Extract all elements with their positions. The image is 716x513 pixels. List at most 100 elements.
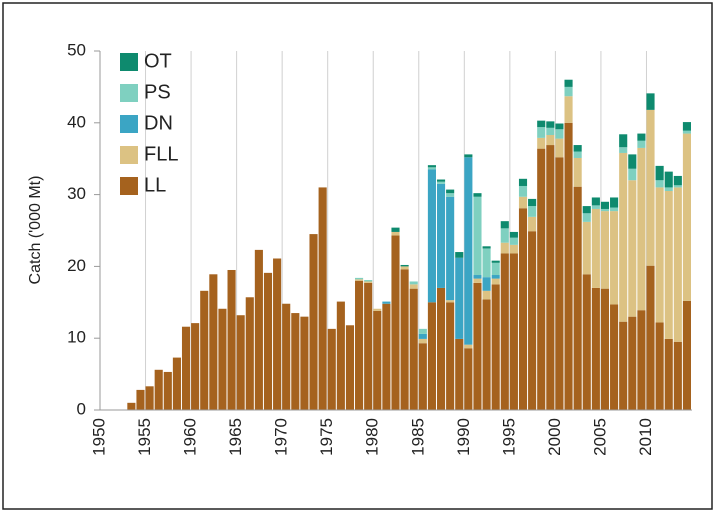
bar-segment <box>446 196 455 301</box>
bar-segment <box>345 325 355 410</box>
bar-segment <box>491 278 500 285</box>
bar-segment <box>619 321 628 410</box>
bar-segment <box>336 301 345 410</box>
bar-segment <box>491 262 500 276</box>
x-tick-label: 1985 <box>408 418 427 456</box>
bar-segment <box>555 123 564 130</box>
x-tick-label: 1995 <box>499 418 518 456</box>
bar-segment <box>682 130 691 134</box>
bar-segment <box>400 266 409 270</box>
bar-segment <box>619 152 628 322</box>
bar-segment <box>509 231 518 238</box>
x-tick-label: 1975 <box>317 418 336 456</box>
bar-segment <box>582 213 591 222</box>
bar-segment <box>518 208 528 410</box>
bar-segment <box>682 133 691 301</box>
bar-segment <box>500 253 509 410</box>
bar-segment <box>537 127 546 138</box>
legend-swatch <box>120 146 138 164</box>
bar-segment <box>528 198 537 207</box>
y-tick-label: 40 <box>67 112 86 131</box>
bar-segment <box>436 287 446 410</box>
bar-segment <box>555 157 564 410</box>
bar-segment <box>509 237 518 245</box>
bar-segment <box>245 297 254 410</box>
bar-segment <box>664 187 673 192</box>
bar-segment <box>427 167 436 170</box>
bar-segment <box>254 249 263 410</box>
bar-segment <box>655 322 664 410</box>
bar-segment <box>282 303 291 410</box>
bar-segment <box>145 386 154 410</box>
bar-segment <box>573 186 582 410</box>
bar-segment <box>364 281 373 283</box>
bar-segment <box>564 122 573 411</box>
bar-segment <box>418 343 427 410</box>
bar-segment <box>382 301 391 304</box>
bar-segment <box>628 180 637 317</box>
bar-segment <box>655 180 664 188</box>
bar-segment <box>600 208 610 212</box>
bar-segment <box>382 303 391 410</box>
bar-segment <box>409 288 418 410</box>
bar-segment <box>427 165 436 168</box>
bar-segment <box>509 253 518 410</box>
bar-segment <box>582 206 591 214</box>
bar-segment <box>473 196 482 276</box>
bar-segment <box>509 244 518 254</box>
bar-segment <box>628 154 637 169</box>
bar-segment <box>418 333 427 339</box>
bar-segment <box>637 133 646 141</box>
bar-segment <box>537 148 546 410</box>
bar-segment <box>364 282 373 410</box>
bar-segment <box>582 274 591 410</box>
bar-segment <box>564 96 573 123</box>
bar-segment <box>418 328 427 334</box>
bar-segment <box>637 147 646 311</box>
legend-label: OT <box>144 50 172 72</box>
bar-segment <box>673 175 682 186</box>
bar-segment <box>309 234 318 410</box>
bar-segment <box>436 183 446 288</box>
bar-segment <box>355 279 364 281</box>
bar-segment <box>528 206 537 217</box>
bar-segment <box>446 300 455 303</box>
bar-segment <box>591 287 600 410</box>
bar-segment <box>154 369 163 410</box>
bar-segment <box>327 328 336 410</box>
bar-segment <box>318 187 327 410</box>
bar-segment <box>482 290 491 300</box>
bar-segment <box>664 191 673 339</box>
bar-segment <box>564 86 573 97</box>
bar-segment <box>236 315 245 410</box>
bar-segment <box>473 193 482 197</box>
legend-label: DN <box>144 112 173 134</box>
bar-segment <box>400 269 409 410</box>
bar-segment <box>427 302 436 410</box>
bar-segment <box>391 235 400 410</box>
bar-segment <box>682 122 691 131</box>
bar-segment <box>455 252 464 258</box>
bar-segment <box>391 227 400 232</box>
y-tick-label: 50 <box>67 40 86 59</box>
bar-segment <box>409 284 418 289</box>
bar-segment <box>610 197 619 208</box>
bar-segment <box>482 246 491 249</box>
bar-segment <box>628 168 637 181</box>
legend-label: FLL <box>144 143 178 165</box>
bar-segment <box>546 127 555 136</box>
legend-swatch <box>120 115 138 133</box>
y-tick-label: 30 <box>67 184 86 203</box>
bar-segment <box>181 326 191 410</box>
bar-segment <box>373 308 382 311</box>
bar-segment <box>600 288 610 410</box>
bar-segment <box>446 189 455 194</box>
bar-segment <box>655 187 664 323</box>
bar-segment <box>400 264 409 267</box>
bar-segment <box>446 193 455 197</box>
bar-segment <box>482 299 491 410</box>
bar-segment <box>455 257 464 339</box>
bar-segment <box>546 121 555 128</box>
